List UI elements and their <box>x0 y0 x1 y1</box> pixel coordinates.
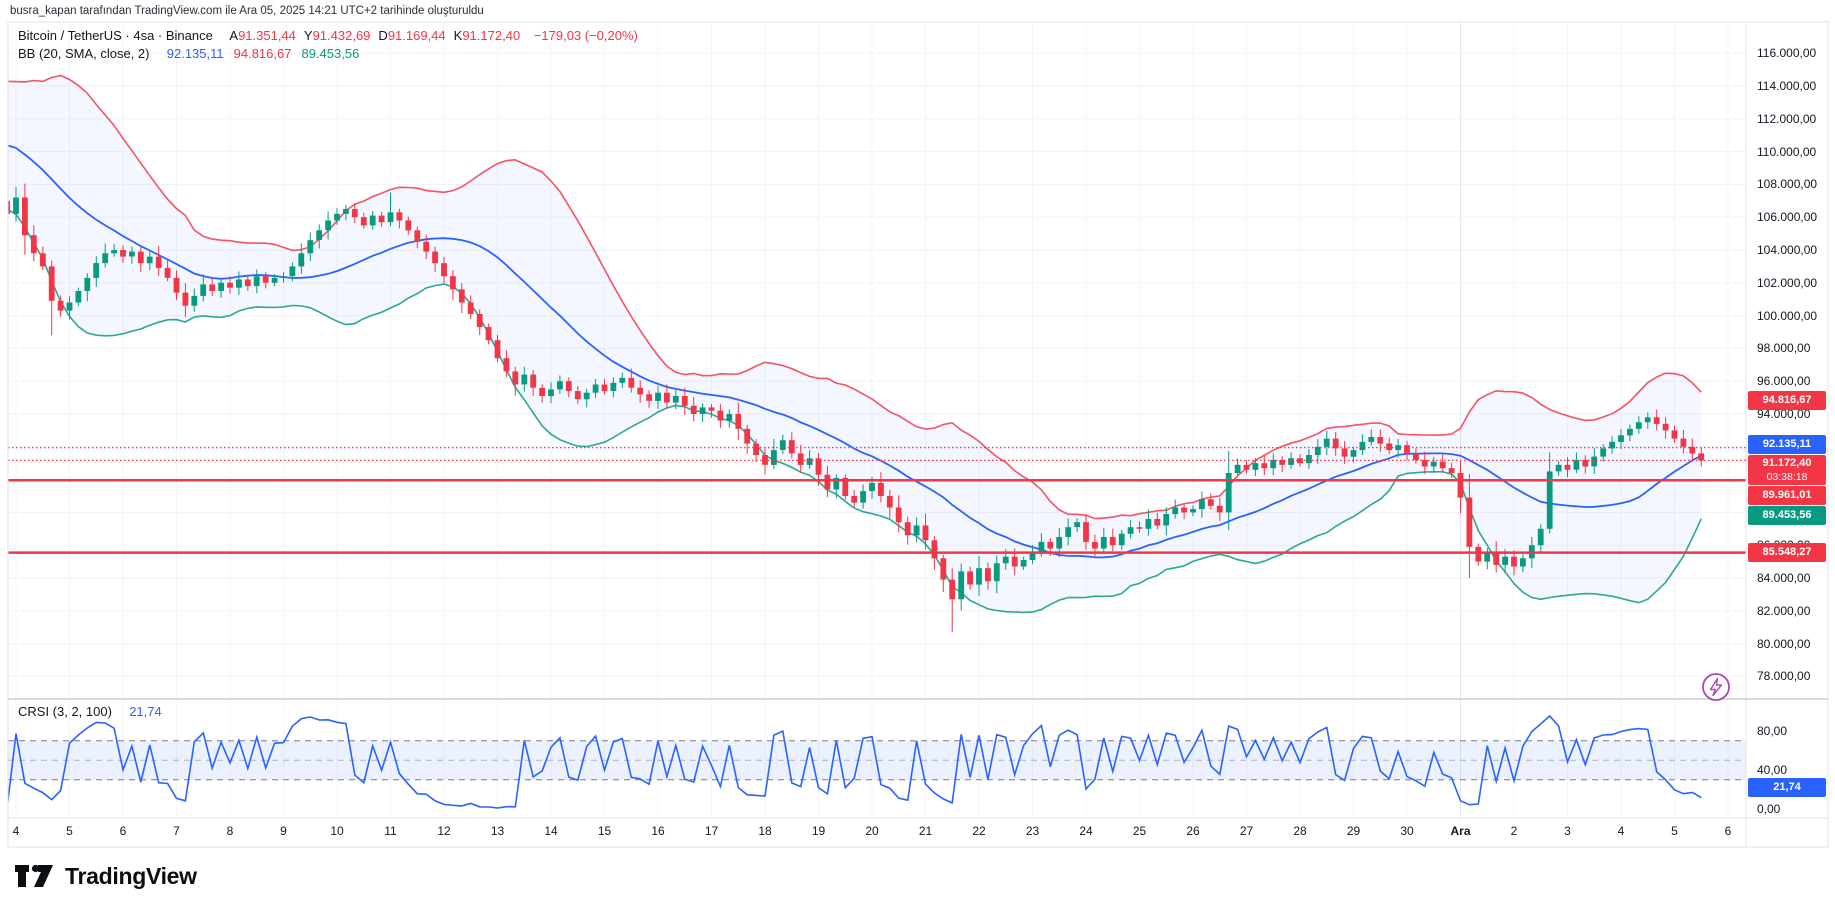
price-tick-label: 98.000,00 <box>1757 341 1811 356</box>
time-tick-label: 10 <box>330 824 344 838</box>
price-tick-label: 112.000,00 <box>1757 111 1817 126</box>
price-tick-label: 110.000,00 <box>1757 144 1817 159</box>
attribution-text: busra_kapan tarafından TradingView.com i… <box>10 5 484 17</box>
ohlc-key: Y <box>303 28 313 43</box>
time-tick-label: 14 <box>544 824 558 838</box>
price-tick-label: 100.000,00 <box>1757 308 1818 323</box>
price-tick-label: 94.000,00 <box>1757 407 1811 421</box>
time-tick-label: 2 <box>1510 824 1518 838</box>
tradingview-logo-icon <box>15 864 53 887</box>
time-tick-label: 19 <box>811 824 826 838</box>
time-tick-label: 5 <box>1671 824 1678 838</box>
time-tick-label: Ara <box>1450 824 1471 838</box>
ohlc-key: K <box>453 28 463 43</box>
time-tick-label: 4 <box>1617 824 1625 838</box>
time-tick-label: 11 <box>384 824 397 838</box>
price-level-badge: 94.816,67 <box>1748 391 1826 411</box>
crsi-tick-label: 80,00 <box>1757 724 1788 738</box>
time-tick-label: 28 <box>1293 824 1307 838</box>
time-tick-label: 20 <box>865 824 879 838</box>
ohlc-value: 91.351,44 <box>238 28 296 43</box>
time-tick-label: 5 <box>66 824 73 838</box>
price-tick-label: 114.000,00 <box>1757 79 1817 93</box>
crsi-label: CRSI (3, 2, 100) <box>18 704 112 719</box>
price-tick-label: 84.000,00 <box>1757 571 1811 585</box>
ohlc-key: D <box>378 28 388 43</box>
time-tick-label: 15 <box>597 824 612 838</box>
ohlc-values: A91.351,44 Y91.432,69 D91.169,44 K91.172,40 <box>229 28 528 43</box>
time-tick-label: 25 <box>1132 824 1147 838</box>
time-tick-label: 6 <box>1724 824 1732 838</box>
tradingview-logo-text: TradingView <box>65 862 197 889</box>
last-price-badge: 91.172,40 03:38:18 <box>1748 455 1826 486</box>
price-tick-label: 82.000,00 <box>1757 603 1811 618</box>
crsi-value: 21,74 <box>129 704 162 719</box>
time-tick-label: 12 <box>437 824 451 838</box>
time-tick-label: 13 <box>490 824 505 838</box>
bb-value: 89.453,56 <box>301 46 360 61</box>
bb-value: 92.135,11 <box>166 46 224 61</box>
horizontal-level-lines <box>8 447 1746 554</box>
time-tick-label: 9 <box>280 824 287 838</box>
price-tick-label: 106.000,00 <box>1757 210 1818 225</box>
price-tick-label: 96.000,00 <box>1757 374 1811 389</box>
bar-countdown: 03:38:18 <box>1766 471 1808 484</box>
price-tick-label: 116.000,00 <box>1757 46 1817 61</box>
price-tick-label: 108.000,00 <box>1757 177 1818 192</box>
crsi-tick-label: 0,00 <box>1757 802 1781 816</box>
price-tick-label: 102.000,00 <box>1757 275 1818 290</box>
time-tick-label: 6 <box>119 824 127 838</box>
time-tick-label: 30 <box>1400 824 1414 838</box>
time-tick-label: 24 <box>1079 824 1093 838</box>
crsi-value-badge: 21,74 <box>1748 778 1826 798</box>
time-tick-label: 17 <box>704 824 719 838</box>
ohlc-value: 91.432,69 <box>312 28 371 43</box>
lightning-icon <box>1702 673 1730 701</box>
time-tick-label: 23 <box>1025 824 1040 838</box>
time-tick-label: 22 <box>972 824 986 838</box>
price-tick-label: 104.000,00 <box>1757 243 1818 257</box>
bb-value: 94.816,67 <box>233 46 292 61</box>
time-tick-label: 4 <box>12 824 20 838</box>
ohlc-value: 91.169,44 <box>387 28 446 43</box>
crsi-tick-label: 40,00 <box>1757 763 1788 777</box>
time-tick-label: 27 <box>1239 824 1254 838</box>
bb-values: 92.135,11 94.816,67 89.453,56 <box>167 46 370 61</box>
pane-frame <box>7 21 1829 848</box>
last-price-value: 91.172,40 <box>1762 457 1812 470</box>
symbol-legend: Bitcoin / TetherUS · 4sa · Binance A91.3… <box>18 28 640 43</box>
time-tick-label: 29 <box>1346 824 1361 838</box>
price-level-badge: 89.453,56 <box>1748 506 1826 526</box>
price-tick-label: 78.000,00 <box>1757 669 1811 684</box>
time-tick-label: 3 <box>1564 824 1571 838</box>
crsi-pane <box>8 714 1746 809</box>
candlestick-series <box>8 183 1705 633</box>
time-tick-label: 18 <box>758 824 772 838</box>
price-level-badge: 92.135,11 <box>1748 435 1826 455</box>
price-tick-label: 80.000,00 <box>1757 636 1811 651</box>
ohlc-value: 91.172,40 <box>462 28 521 43</box>
tradingview-logo: TradingView <box>14 862 197 890</box>
symbol-title: Bitcoin / TetherUS · 4sa · Binance <box>18 28 213 43</box>
time-tick-label: 26 <box>1186 824 1200 838</box>
change-value: −179,03 (−0,20%) <box>533 28 638 43</box>
time-tick-label: 16 <box>651 824 665 838</box>
bb-label: BB (20, SMA, close, 2) <box>18 46 150 61</box>
time-tick-label: 7 <box>173 824 180 838</box>
price-level-badge: 89.961,01 <box>1748 486 1826 506</box>
crsi-indicator-legend: CRSI (3, 2, 100) 21,74 <box>18 704 164 719</box>
time-tick-label: 8 <box>226 824 234 838</box>
bb-indicator-legend: BB (20, SMA, close, 2) 92.135,11 94.816,6… <box>18 46 371 61</box>
price-level-badge: 85.548,27 <box>1748 543 1826 563</box>
bollinger-bands <box>8 74 1703 614</box>
ohlc-key: A <box>229 28 239 43</box>
time-tick-label: 21 <box>918 824 933 838</box>
